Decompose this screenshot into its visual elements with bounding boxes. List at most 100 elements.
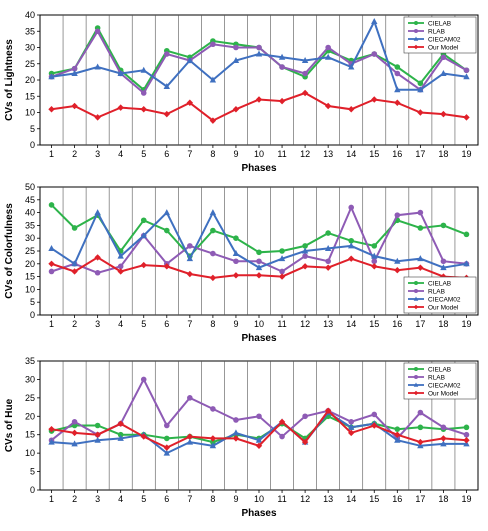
- data-point: [232, 435, 240, 442]
- data-point: [232, 272, 240, 279]
- data-point: [210, 439, 216, 445]
- y-tick-label: 5: [30, 297, 35, 307]
- y-tick-label: 0: [30, 485, 35, 495]
- x-tick-label: 10: [254, 494, 264, 504]
- series-ciecam02: [48, 18, 470, 93]
- x-tick-label: 3: [95, 319, 100, 329]
- x-tick-label: 18: [438, 149, 448, 159]
- y-tick-label: 30: [25, 233, 35, 243]
- data-point: [371, 422, 378, 429]
- data-point: [371, 18, 378, 24]
- x-tick-label: 19: [461, 149, 471, 159]
- data-point: [117, 263, 124, 270]
- data-point: [71, 440, 78, 447]
- x-tick-label: 9: [233, 494, 238, 504]
- data-point: [301, 247, 309, 254]
- data-point: [140, 232, 147, 239]
- x-tick-label: 12: [300, 319, 310, 329]
- x-tick-label: 16: [392, 149, 402, 159]
- data-point: [210, 406, 216, 412]
- x-tick-label: 8: [210, 149, 215, 159]
- data-point: [232, 250, 240, 257]
- data-point: [210, 41, 216, 48]
- series-our-model: [48, 407, 470, 451]
- legend-marker: [413, 44, 419, 50]
- data-point: [417, 80, 424, 87]
- data-point: [233, 235, 239, 241]
- legend-entry-cielab: CIELAB: [408, 366, 451, 373]
- x-axis-title: Phases: [241, 333, 276, 344]
- x-tick-label: 1: [49, 494, 54, 504]
- data-point: [394, 212, 401, 218]
- data-point: [325, 258, 331, 265]
- x-tick-label: 3: [95, 494, 100, 504]
- x-tick-label: 1: [49, 149, 54, 159]
- legend-entry-our-model: Our Model: [408, 390, 459, 397]
- data-point: [94, 114, 101, 121]
- data-point: [325, 44, 331, 51]
- data-point: [440, 435, 447, 442]
- data-point: [394, 431, 401, 438]
- data-point: [71, 429, 78, 437]
- data-point: [463, 114, 470, 121]
- data-point: [348, 255, 355, 262]
- data-point: [163, 110, 170, 118]
- data-point: [163, 51, 170, 57]
- x-tick-label: 6: [164, 319, 169, 329]
- x-tick-label: 9: [233, 319, 238, 329]
- data-point: [94, 209, 101, 216]
- data-point: [209, 442, 217, 449]
- data-point: [302, 253, 308, 259]
- data-point: [255, 436, 263, 443]
- x-tick-label: 16: [392, 319, 402, 329]
- data-point: [256, 249, 262, 256]
- data-point: [48, 268, 55, 275]
- legend-entry-ciecam02: CIECAM02: [408, 296, 461, 303]
- data-point: [232, 429, 240, 436]
- y-tick-label: 45: [25, 195, 35, 205]
- series-rlab: [48, 204, 470, 276]
- y-tick-label: 15: [25, 430, 35, 440]
- legend-entry-our-model: Our Model: [408, 44, 459, 51]
- legend-entry-rlab: RLAB: [408, 288, 445, 295]
- data-point: [163, 227, 170, 234]
- x-tick-label: 14: [346, 494, 356, 504]
- data-point: [233, 44, 239, 51]
- x-axis-title: Phases: [241, 508, 276, 519]
- legend-marker: [413, 36, 419, 41]
- legend-marker: [413, 304, 419, 310]
- data-point: [71, 225, 78, 231]
- data-point: [163, 435, 170, 442]
- data-point: [394, 426, 401, 432]
- data-point: [256, 413, 262, 420]
- x-tick-label: 18: [438, 319, 448, 329]
- legend-label: CIELAB: [428, 280, 451, 287]
- data-point: [463, 67, 470, 74]
- data-point: [48, 438, 55, 445]
- x-tick-label: 7: [187, 319, 192, 329]
- data-point: [140, 106, 147, 113]
- data-point: [255, 96, 263, 103]
- legend-marker: [413, 382, 419, 387]
- data-point: [140, 90, 147, 96]
- data-point: [71, 102, 78, 110]
- data-point: [463, 424, 470, 431]
- data-point: [186, 57, 194, 63]
- x-tick-label: 17: [415, 149, 425, 159]
- data-point: [186, 99, 194, 106]
- data-point: [348, 204, 355, 211]
- data-point: [186, 270, 194, 278]
- data-point: [278, 97, 286, 105]
- x-tick-label: 17: [415, 319, 425, 329]
- y-tick-label: 25: [25, 59, 35, 69]
- y-axis-title: CVs of Lightness: [4, 39, 15, 121]
- x-tick-label: 17: [415, 494, 425, 504]
- data-point: [255, 442, 263, 449]
- data-point: [94, 28, 101, 35]
- data-point: [209, 209, 217, 216]
- x-tick-label: 15: [369, 149, 379, 159]
- y-tick-label: 50: [25, 182, 35, 192]
- y-tick-label: 10: [25, 284, 35, 294]
